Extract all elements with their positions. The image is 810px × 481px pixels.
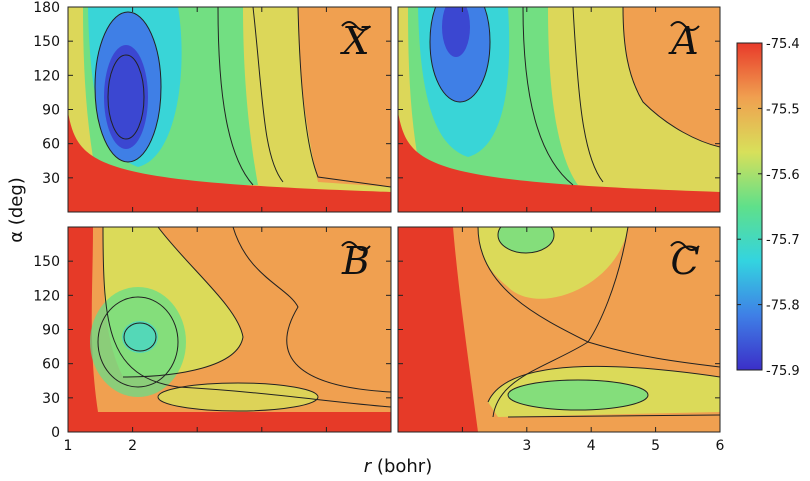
- x-tick-label: 4: [587, 438, 596, 454]
- panel-x: X: [67, 6, 392, 213]
- y-axis-ticks: 0 30 30 60 60 90 90 120 120 150 150 180: [33, 0, 60, 441]
- colorbar-tick-label: -75.6: [766, 168, 800, 183]
- y-tick-label: 30: [42, 391, 60, 407]
- y-axis-label: α (deg): [6, 177, 27, 243]
- y-tick-label: 180: [33, 0, 60, 16]
- y-tick-label: 60: [42, 357, 60, 373]
- panel-a: A: [397, 6, 721, 213]
- x-tick-label: 5: [651, 438, 660, 454]
- x-axis-unit: (bohr): [377, 456, 432, 477]
- x-axis-variable: r: [364, 456, 373, 477]
- colorbar: [736, 42, 763, 371]
- tilde-icon: [670, 241, 700, 251]
- tilde-icon: [670, 21, 700, 31]
- y-tick-label: 60: [42, 137, 60, 153]
- panel-b: B: [67, 226, 392, 433]
- colorbar-ticks: -75.4 -75.5 -75.6 -75.7 -75.8 -75.9: [737, 37, 800, 379]
- contour-panels: X A B C: [67, 6, 721, 433]
- x-tick-label: 6: [716, 438, 725, 454]
- colorbar-tick-label: -75.8: [766, 299, 800, 314]
- y-tick-label: 30: [42, 171, 60, 187]
- y-tick-label: 150: [33, 254, 60, 270]
- x-tick-label: 1: [64, 438, 73, 454]
- colorbar-tick-label: -75.4: [766, 37, 800, 52]
- x-axis-ticks: 1 2 3 4 5 6: [64, 438, 725, 454]
- tilde-icon: [341, 21, 371, 31]
- x-tick-label: 2: [128, 438, 137, 454]
- y-tick-label: 120: [33, 68, 60, 84]
- y-tick-label: 150: [33, 34, 60, 50]
- y-tick-label: 90: [42, 323, 60, 339]
- colorbar-tick-label: -75.5: [766, 102, 800, 117]
- y-tick-label: 90: [42, 103, 60, 119]
- colorbar-tick-label: -75.7: [766, 233, 800, 248]
- colorbar-tick-label: -75.9: [766, 364, 800, 379]
- panel-c: C: [397, 226, 721, 433]
- y-tick-label: 0: [51, 425, 60, 441]
- x-tick-label: 3: [522, 438, 531, 454]
- tilde-icon: [341, 241, 371, 251]
- y-tick-label: 120: [33, 288, 60, 304]
- state-label-a: A: [668, 19, 698, 63]
- x-axis-label: r (bohr): [364, 456, 432, 477]
